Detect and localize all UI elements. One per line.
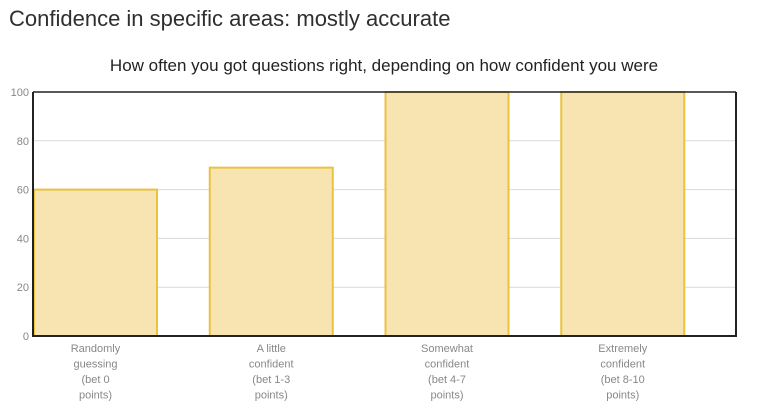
x-tick-label: Extremely confident (bet 8-10 points) <box>598 343 647 402</box>
y-tick-label: 20 <box>17 282 29 294</box>
bar <box>33 188 159 337</box>
y-axis-ticks: 0 20 40 60 80 100 <box>11 87 29 343</box>
y-tick-label: 100 <box>11 87 29 99</box>
bars <box>33 91 686 337</box>
axes <box>32 91 737 337</box>
y-tick-label: 80 <box>17 136 29 148</box>
y-tick-label: 60 <box>17 185 29 197</box>
bar <box>560 91 686 337</box>
bar <box>208 166 334 337</box>
bar <box>384 91 510 337</box>
x-axis-ticks: Randomly guessing (bet 0 points) A little con… <box>71 343 648 402</box>
y-tick-label: 0 <box>23 331 29 343</box>
y-tick-label: 40 <box>17 233 29 245</box>
chart-title: How often you got questions right, depen… <box>110 56 658 75</box>
page-heading: Confidence in specific areas: mostly acc… <box>9 6 451 31</box>
x-tick-label: Randomly guessing (bet 0 points) <box>71 343 121 402</box>
x-tick-label: Somewhat confident (bet 4-7 points) <box>421 343 473 402</box>
x-tick-label: A little confident (bet 1-3 points) <box>249 343 294 402</box>
